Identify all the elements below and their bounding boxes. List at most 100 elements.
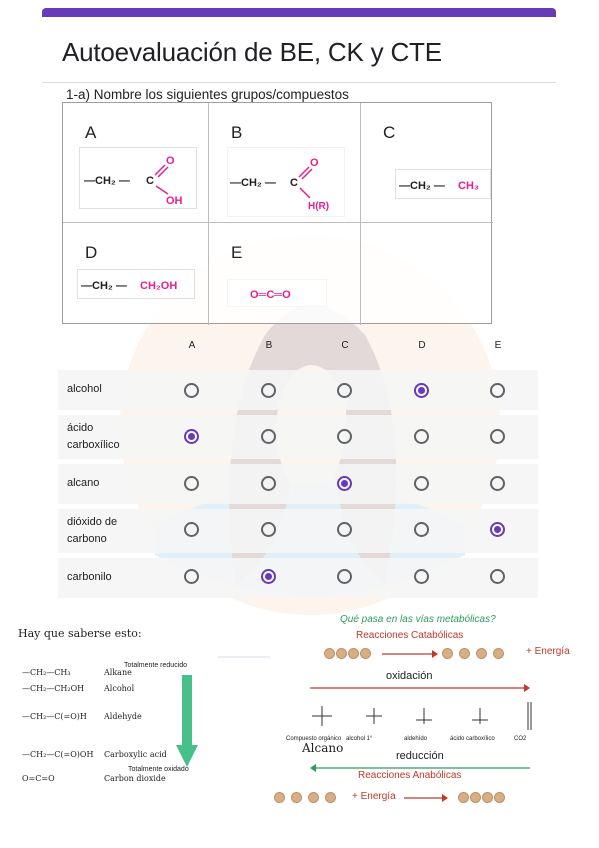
formula-c: C [146,175,154,187]
ox-top-label: Totalmente reducido [124,662,188,669]
radio-alcano-b[interactable] [261,476,276,491]
arrow-right-icon [404,794,448,802]
compound-acid-label: ácido carboxílico [450,736,495,742]
molecule-chain-icon [324,648,371,659]
oxidation-arrow-icon [176,675,198,767]
ox-name: Alkane [104,668,132,677]
molecule-units-icon [274,792,336,803]
arrow-left-icon [310,764,530,772]
radio-alcano-e[interactable] [490,476,505,491]
molecule-units-icon [442,648,504,659]
radio-alcohol-d[interactable] [414,383,429,398]
formula-ch2oh: CH₂OH [140,280,177,292]
radio-carbonilo-c[interactable] [337,569,352,584]
radio-acido-c[interactable] [337,429,352,444]
radio-dioxido-b[interactable] [261,522,276,537]
radio-dioxido-d[interactable] [414,522,429,537]
radio-alcohol-b[interactable] [261,383,276,398]
formula-ch2: —CH₂ — [399,180,445,192]
compound-label: B [231,123,243,142]
formula-b: —CH₂ — C O H(R) [227,147,345,217]
formula-c-box: —CH₂ — CH₃ [395,169,491,199]
grid-col-a: A [188,340,196,351]
form-accent-bar [42,8,556,17]
compound-cell-c: C —CH₂ — CH₃ [361,103,493,223]
radio-alcano-a[interactable] [184,476,199,491]
grid-row-acido-carboxilico: ácido carboxílico [58,415,538,459]
ox-name: Alcohol [104,684,135,693]
metabolic-diagram: Qué pasa en las vías metabólicas? Reacci… [274,610,596,810]
formula-o: O [166,155,175,167]
radio-acido-d[interactable] [414,429,429,444]
energy-label: + Energía [352,791,396,802]
study-note: Hay que saberse esto: [18,627,142,640]
ox-name: Carboxylic acid [104,750,167,759]
compound-label: C [383,123,396,142]
formula-oh: OH [166,195,183,207]
grid-row-label: alcohol [67,383,102,395]
formula-co2: O═C═O [250,289,291,301]
compound-cell-b: B —CH₂ — C O H(R) [209,103,361,223]
ox-bottom-label: Totalmente oxidado [128,766,189,773]
ox-formula: —CH₂—CH₃ [22,668,71,677]
grid-col-b: B [265,340,273,351]
energy-label: + Energía [526,646,570,657]
radio-carbonilo-b[interactable] [261,569,276,584]
radio-dioxido-c[interactable] [337,522,352,537]
title-divider [42,82,556,83]
molecule-chain-icon [458,792,505,803]
formula-ch2: —CH₂ — [230,177,276,189]
arrow-right-icon [310,684,530,692]
formula-a: —CH₂ — C O OH [79,147,197,209]
ox-formula: O=C=O [22,774,55,783]
grid-row-carbonilo: carbonilo [58,558,538,598]
formula-ch3: CH₃ [458,180,479,192]
compounds-image: A —CH₂ — C O OH B —CH₂ — C [62,102,493,325]
radio-acido-e[interactable] [490,429,505,444]
radio-alcano-d[interactable] [414,476,429,491]
radio-carbonilo-a[interactable] [184,569,199,584]
ox-name: Carbon dioxide [104,774,166,783]
radio-alcohol-e[interactable] [490,383,505,398]
compound-label: D [85,243,98,262]
compound-co2-label: CO2 [514,736,527,742]
grid-col-c: C [341,340,349,351]
molecule-structures-icon [312,702,532,730]
radio-alcohol-c[interactable] [337,383,352,398]
radio-alcano-c[interactable] [337,476,352,491]
grid-row-label: carbonilo [67,571,112,583]
compound-label: E [231,243,243,262]
alcano-note: Alcano [302,741,344,755]
radio-alcohol-a[interactable] [184,383,199,398]
formula-o: O [310,157,319,169]
grid-row-label: ácido carboxílico [67,422,120,451]
compound-organic-label: Compuesto orgánico [286,736,342,742]
radio-dioxido-a[interactable] [184,522,199,537]
metabolic-title: Qué pasa en las vías metabólicas? [340,614,496,625]
ox-formula: —CH₂—C(=O)OH [22,750,94,759]
grid-row-alcano: alcano [58,464,538,504]
anabolic-label: Reacciones Anabólicas [358,770,462,781]
radio-carbonilo-d[interactable] [414,569,429,584]
catabolic-label: Reacciones Catabólicas [356,630,464,641]
grid-row-alcohol: alcohol [58,370,538,410]
ox-formula: —CH₂—CH₂OH [22,684,85,693]
grid-col-d: D [418,340,426,351]
compound-cell-d: D —CH₂ — CH₂OH [63,223,209,325]
formula-ch2: —CH₂ — [81,280,127,292]
question-text: 1-a) Nombre los siguientes grupos/compue… [66,87,349,102]
formula-d: —CH₂ — CH₂OH [77,269,195,299]
formula-c: C [290,177,298,189]
ox-name: Aldehyde [104,712,142,721]
oxidation-table: —CH₂—CH₃ Alkane —CH₂—CH₂OH Alcohol —CH₂—… [18,658,270,786]
formula-e: O═C═O [227,279,327,307]
radio-carbonilo-e[interactable] [490,569,505,584]
radio-dioxido-e[interactable] [490,522,505,537]
radio-acido-a[interactable] [184,429,199,444]
formula-ch2: —CH₂ — [84,175,130,187]
reduction-label: reducción [396,750,444,762]
ox-formula: —CH₂—C(=O)H [22,712,87,721]
grid-col-e: E [494,340,502,351]
radio-acido-b[interactable] [261,429,276,444]
